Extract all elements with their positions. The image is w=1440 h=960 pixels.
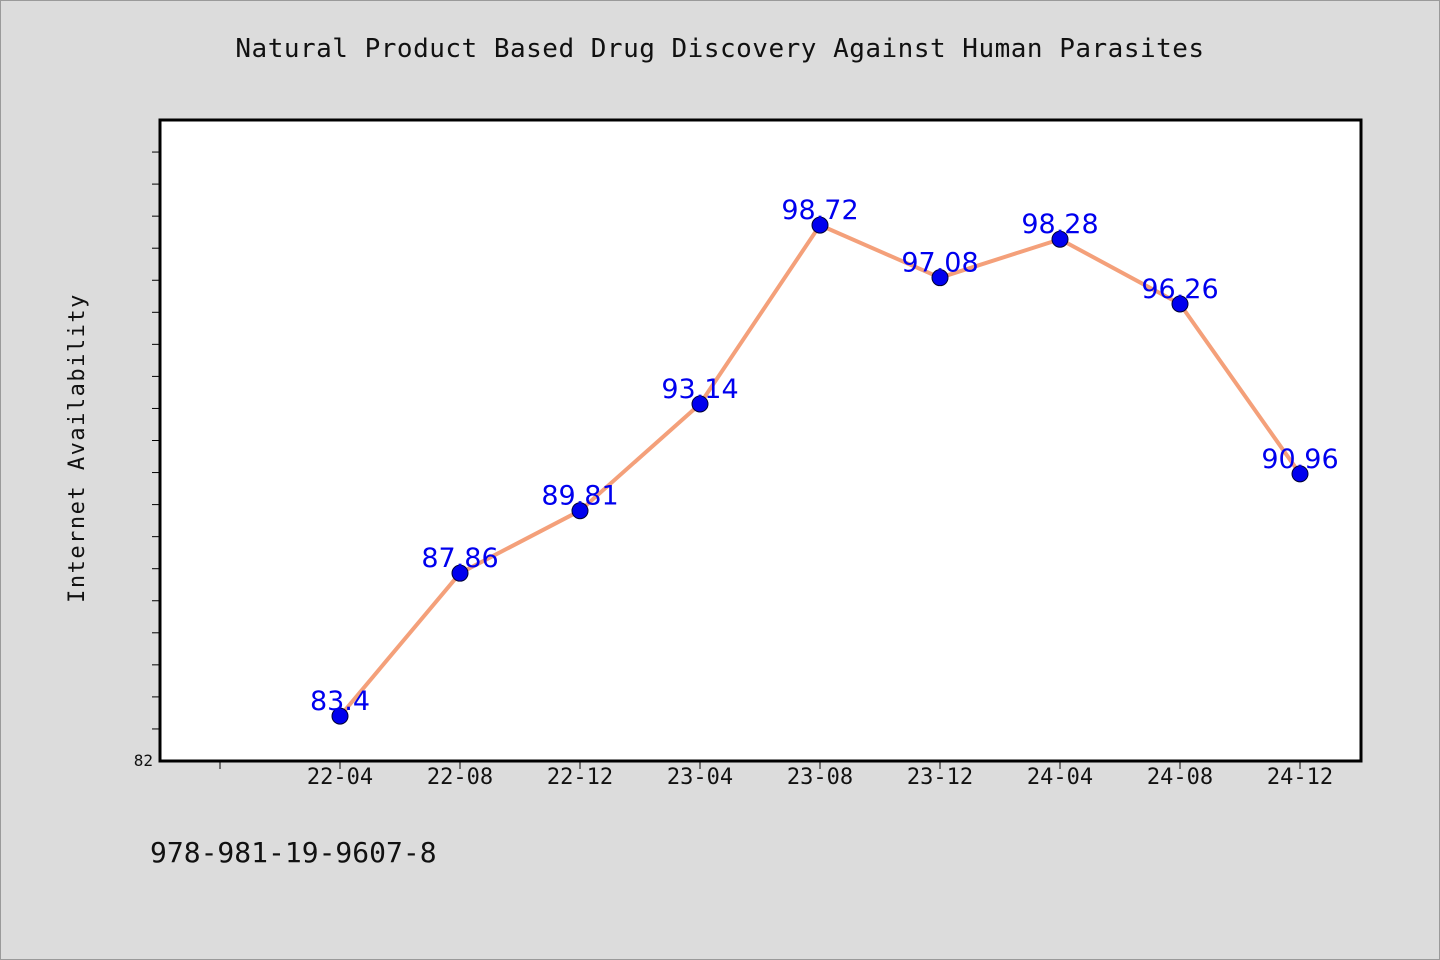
x-axis-ticks: [219, 761, 1301, 769]
x-tick-label: 24-12: [1267, 765, 1333, 790]
data-label: 93.14: [661, 374, 738, 405]
x-tick-label: 22-04: [307, 765, 373, 790]
data-point: [331, 707, 349, 725]
x-axis-tick-labels: 22-04 22-08 22-12 23-04 23-08 23-12 24-04 24-08…: [307, 765, 1333, 790]
data-label: 98.28: [1021, 209, 1098, 240]
data-label: 97.08: [901, 248, 978, 279]
x-tick-label: 22-08: [427, 765, 493, 790]
data-label: 89.81: [541, 481, 618, 512]
y-axis-label: Internet Availability: [65, 293, 90, 603]
chart-title: Natural Product Based Drug Discovery Aga…: [235, 34, 1205, 64]
isbn-footer: 978-981-19-9607-8: [150, 836, 437, 869]
series-markers: [331, 216, 1309, 725]
data-point: [811, 216, 829, 234]
data-point: [691, 395, 709, 413]
data-point: [1291, 465, 1309, 483]
x-tick-label: 24-08: [1147, 765, 1213, 790]
data-labels: 83.4 87.86 89.81 93.14 98.72 97.08 98.28 96.26 9…: [310, 195, 1339, 717]
data-point: [1051, 230, 1069, 248]
data-label: 96.26: [1141, 274, 1218, 305]
y-tick-label: 82: [134, 751, 153, 770]
data-point: [1171, 295, 1189, 313]
data-label: 98.72: [781, 195, 858, 226]
data-point: [451, 564, 469, 582]
y-axis-ticks: [152, 151, 160, 730]
data-label: 87.86: [421, 543, 498, 574]
data-point: [571, 502, 589, 520]
x-tick-label: 23-04: [667, 765, 733, 790]
plot-area: [158, 118, 1363, 763]
x-tick-label: 22-12: [547, 765, 613, 790]
data-point: [931, 269, 949, 287]
x-tick-label: 23-12: [907, 765, 973, 790]
data-label: 90.96: [1261, 444, 1338, 475]
data-label: 83.4: [310, 686, 370, 717]
x-tick-label: 24-04: [1027, 765, 1093, 790]
x-tick-label: 23-08: [787, 765, 853, 790]
